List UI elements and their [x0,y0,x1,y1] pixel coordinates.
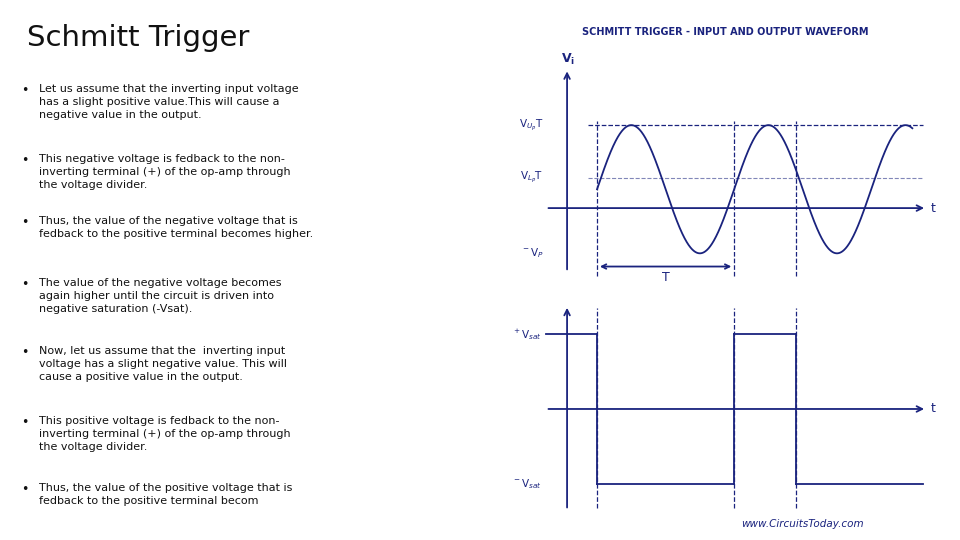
Text: V$_{U_P}$T: V$_{U_P}$T [519,118,543,133]
Text: •: • [21,346,28,359]
Text: Now, let us assume that the  inverting input
voltage has a slight negative value: Now, let us assume that the inverting in… [38,346,287,382]
Text: This negative voltage is fedback to the non-
inverting terminal (+) of the op-am: This negative voltage is fedback to the … [38,154,290,190]
Text: •: • [21,416,28,429]
Text: •: • [21,483,28,496]
Text: SCHMITT TRIGGER - INPUT AND OUTPUT WAVEFORM: SCHMITT TRIGGER - INPUT AND OUTPUT WAVEF… [582,28,868,37]
Text: www.CircuitsToday.com: www.CircuitsToday.com [741,519,864,529]
Text: $^-$V$_P$: $^-$V$_P$ [520,246,543,260]
Text: t: t [931,402,936,415]
Text: Thus, the value of the positive voltage that is
fedback to the positive terminal: Thus, the value of the positive voltage … [38,483,292,507]
Text: •: • [21,278,28,291]
Text: This positive voltage is fedback to the non-
inverting terminal (+) of the op-am: This positive voltage is fedback to the … [38,416,290,452]
Text: •: • [21,216,28,229]
Text: $^-$V$_{sat}$: $^-$V$_{sat}$ [512,477,541,490]
Text: V$_{\mathbf{i}}$: V$_{\mathbf{i}}$ [561,52,575,66]
Text: Thus, the value of the negative voltage that is
fedback to the positive terminal: Thus, the value of the negative voltage … [38,216,313,239]
Text: $^+$V$_{sat}$: $^+$V$_{sat}$ [512,327,541,342]
Text: The value of the negative voltage becomes
again higher until the circuit is driv: The value of the negative voltage become… [38,278,281,314]
Text: •: • [21,84,28,97]
Text: t: t [931,201,936,214]
Text: Schmitt Trigger: Schmitt Trigger [27,24,250,52]
Text: T: T [661,271,669,284]
Text: •: • [21,154,28,167]
Text: Let us assume that the inverting input voltage
has a slight positive value.This : Let us assume that the inverting input v… [38,84,299,120]
Text: V$_{L_P}$T: V$_{L_P}$T [520,171,543,185]
